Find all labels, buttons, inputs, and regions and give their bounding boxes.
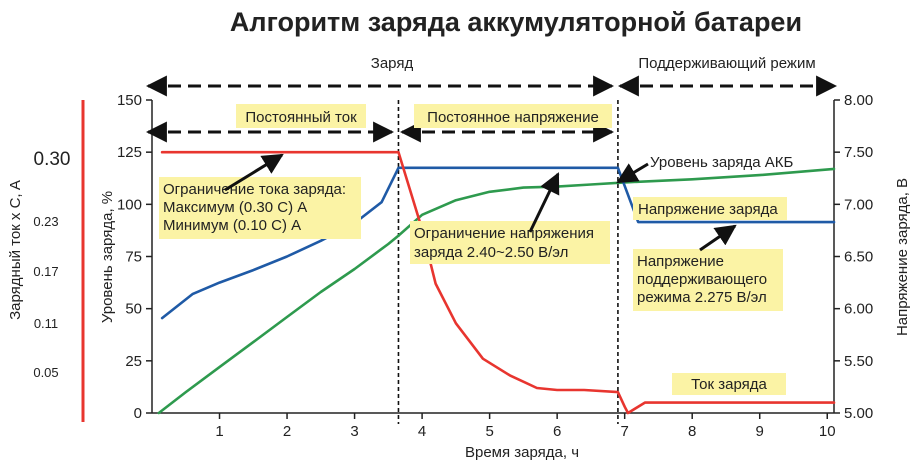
battery-level-arrow bbox=[616, 162, 649, 184]
left-axis-label: Уровень заряда, % bbox=[99, 191, 116, 323]
x-tick-label: 1 bbox=[215, 423, 223, 440]
x-ticks: 1 2 3 4 5 6 7 8 9 10 bbox=[215, 413, 836, 440]
charge-phase-label: Заряд bbox=[371, 55, 414, 72]
current-limit-line-1: Ограничение тока заряда: bbox=[163, 181, 346, 198]
voltage-limit-line-2: заряда 2.40~2.50 В/эл bbox=[414, 244, 568, 261]
far-left-axis-label: Зарядный ток x C, A bbox=[7, 180, 24, 320]
float-voltage-line-1: Напряжение bbox=[637, 253, 724, 270]
current-limit-line-2: Максимум (0.30 C) A bbox=[163, 199, 307, 216]
cv-phase-label: Постоянное напряжение bbox=[427, 109, 599, 126]
current-tick-0.23: 0.23 bbox=[33, 214, 58, 229]
current-tick-0.30: 0.30 bbox=[34, 149, 71, 170]
charge-voltage-label: Напряжение заряда bbox=[638, 201, 778, 218]
float-phase-label: Поддерживающий режим bbox=[638, 55, 815, 72]
cc-label-box bbox=[236, 104, 366, 128]
left-tick-label: 50 bbox=[125, 301, 142, 318]
phase-headers: Заряд Поддерживающий режим bbox=[145, 55, 838, 97]
right-tick-label: 7.00 bbox=[844, 196, 873, 213]
x-tick-label: 5 bbox=[485, 423, 493, 440]
right-ticks: 5.00 5.50 6.00 6.50 7.00 7.50 8.00 bbox=[834, 92, 873, 422]
voltage-limit-line-1: Ограничение напряжения bbox=[414, 225, 594, 242]
charge-current-box bbox=[672, 373, 786, 395]
right-tick-label: 5.00 bbox=[844, 405, 873, 422]
current-tick-0.11: 0.11 bbox=[34, 316, 58, 331]
right-tick-label: 6.00 bbox=[844, 301, 873, 318]
charge-voltage-box bbox=[633, 197, 787, 220]
x-tick-label: 9 bbox=[756, 423, 764, 440]
left-tick-label: 150 bbox=[117, 92, 142, 109]
float-voltage-line-2: поддерживающего bbox=[637, 271, 767, 288]
right-axis-label: Напряжение заряда, В bbox=[894, 178, 911, 336]
float-voltage-arrow bbox=[699, 224, 737, 252]
x-tick-label: 8 bbox=[688, 423, 696, 440]
x-tick-label: 3 bbox=[350, 423, 358, 440]
voltage-limit-box bbox=[410, 221, 610, 264]
charge-current-label: Ток заряда bbox=[691, 376, 767, 393]
current-scale: 0.30 0.23 0.17 0.11 0.05 Зарядный ток x … bbox=[7, 100, 85, 422]
current-tick-0.05: 0.05 bbox=[33, 365, 58, 380]
right-tick-label: 6.50 bbox=[844, 249, 873, 266]
left-tick-label: 125 bbox=[117, 144, 142, 161]
current-limit-box bbox=[159, 177, 361, 239]
float-voltage-box bbox=[633, 249, 783, 311]
left-tick-label: 100 bbox=[117, 196, 142, 213]
right-tick-label: 7.50 bbox=[844, 144, 873, 161]
sub-phase-headers: Постоянный ток Постоянное напряжение bbox=[145, 104, 615, 143]
current-limit-line-3: Минимум (0.10 C) A bbox=[163, 217, 301, 234]
battery-level-label: Уровень заряда АКБ bbox=[650, 154, 793, 171]
left-tick-label: 25 bbox=[125, 353, 142, 370]
right-tick-label: 8.00 bbox=[844, 92, 873, 109]
left-ticks: 0 25 50 75 100 125 150 bbox=[117, 92, 152, 422]
float-voltage-line-3: режима 2.275 В/эл bbox=[637, 289, 767, 306]
current-tick-0.17: 0.17 bbox=[33, 264, 58, 279]
right-tick-label: 5.50 bbox=[844, 353, 873, 370]
x-tick-label: 10 bbox=[819, 423, 836, 440]
x-tick-label: 2 bbox=[283, 423, 291, 440]
voltage-limit-arrow bbox=[528, 172, 560, 233]
annotations: Ограничение тока заряда: Максимум (0.30 … bbox=[159, 153, 793, 395]
cc-phase-label: Постоянный ток bbox=[245, 109, 357, 126]
x-tick-label: 4 bbox=[418, 423, 426, 440]
x-axis-label: Время заряда, ч bbox=[465, 444, 579, 461]
current-limit-arrow bbox=[224, 153, 284, 192]
chart-title: Алгоритм заряда аккумуляторной батареи bbox=[230, 7, 802, 37]
cv-label-box bbox=[414, 104, 612, 128]
x-tick-label: 6 bbox=[553, 423, 561, 440]
x-tick-label: 7 bbox=[621, 423, 629, 440]
left-tick-label: 0 bbox=[134, 405, 142, 422]
left-tick-label: 75 bbox=[125, 249, 142, 266]
